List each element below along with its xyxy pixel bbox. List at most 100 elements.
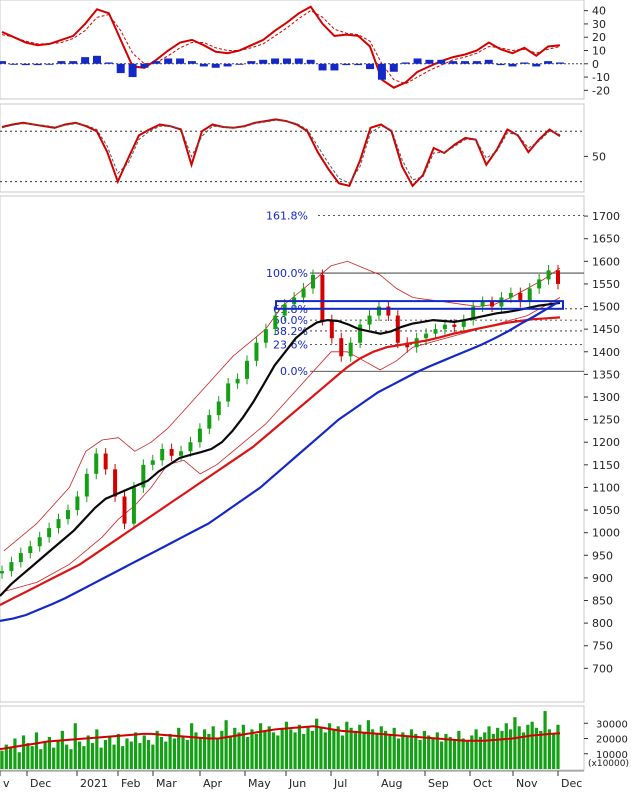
- macd-histogram-bar: [461, 61, 470, 64]
- candle-body: [310, 274, 315, 289]
- volume-tick-label: 30000: [596, 719, 628, 730]
- macd-histogram-bar: [128, 63, 137, 78]
- volume-bar: [21, 735, 26, 769]
- candle-body: [348, 342, 353, 357]
- macd-histogram-bar: [294, 58, 303, 64]
- macd-histogram-bar: [532, 63, 541, 67]
- macd-histogram-bar: [140, 63, 149, 68]
- volume-bar: [26, 743, 30, 769]
- volume-bar: [52, 747, 56, 769]
- bollinger-lower-band: [3, 297, 561, 592]
- volume-bar: [116, 733, 120, 769]
- candle-body: [37, 537, 42, 547]
- candle-body: [490, 302, 495, 307]
- volume-bar: [4, 744, 8, 769]
- price-tick-label: 950: [592, 549, 613, 562]
- candle-body: [113, 469, 118, 497]
- volume-bar: [233, 727, 237, 769]
- volume-bar: [259, 723, 263, 769]
- macd-histogram-bar: [104, 62, 113, 64]
- volume-bar: [164, 741, 168, 769]
- volume-bar: [65, 744, 69, 769]
- candle-body: [461, 320, 466, 327]
- price-tick-label: 1300: [592, 391, 620, 404]
- volume-bar: [168, 733, 172, 769]
- macd-histogram-bar: [449, 61, 458, 64]
- candle-body: [376, 306, 381, 316]
- volume-bar: [82, 746, 86, 769]
- x-tick-label: Dec: [30, 777, 51, 789]
- volume-bar: [108, 736, 112, 769]
- volume-bar: [181, 735, 185, 769]
- volume-bar: [332, 729, 336, 769]
- volume-bar: [461, 738, 465, 769]
- macd-histogram-bar: [187, 61, 196, 64]
- volume-bar: [457, 730, 461, 769]
- price-tick-label: 1400: [592, 346, 620, 359]
- volume-bar: [121, 746, 125, 769]
- candle-body: [508, 292, 513, 298]
- macd-histogram-bar: [484, 59, 493, 64]
- volume-bar: [198, 736, 202, 769]
- price-tick-label: 900: [592, 572, 613, 585]
- volume-bar: [435, 732, 439, 769]
- price-tick-label: 1500: [592, 301, 620, 314]
- volume-bar: [422, 730, 426, 769]
- macd-histogram-bar: [425, 59, 434, 64]
- volume-bar: [409, 729, 414, 769]
- candle-body: [28, 546, 33, 554]
- candle-body: [254, 342, 259, 361]
- x-tick-label: Jul: [333, 777, 347, 789]
- volume-bar: [319, 727, 323, 769]
- macd-histogram-bar: [496, 63, 505, 66]
- candle-body: [235, 378, 240, 384]
- oscillator-layer: [0, 118, 584, 188]
- macd-histogram-bar: [33, 63, 42, 66]
- candle-body: [207, 415, 212, 429]
- macd-histogram-bar: [437, 59, 446, 64]
- volume-bar: [478, 736, 483, 769]
- oscillator-tick-label: 50: [592, 150, 606, 163]
- volume-bar: [552, 733, 556, 769]
- candle-body: [263, 329, 268, 343]
- candle-body: [329, 320, 334, 339]
- volume-bar: [401, 732, 405, 769]
- volume-bar: [254, 733, 258, 769]
- macd-histogram-bar: [389, 63, 398, 72]
- volume-bar: [340, 735, 345, 769]
- candle-body: [65, 510, 70, 520]
- volume-bar: [427, 735, 431, 769]
- macd-layer: [0, 5, 584, 89]
- macd-histogram-bar: [211, 63, 220, 68]
- volume-bar: [215, 738, 220, 769]
- macd-signal-line: [1, 10, 561, 85]
- price-tick-label: 750: [592, 640, 613, 653]
- x-tick-label: 2021: [80, 777, 108, 789]
- price-tick-label: 1100: [592, 481, 620, 494]
- price-tick-label: 1600: [592, 255, 620, 268]
- resistance-zone-box: [275, 300, 564, 310]
- volume-bar: [526, 724, 530, 769]
- candle-body: [358, 324, 363, 343]
- volume-bar: [375, 733, 379, 769]
- candle-body: [537, 279, 542, 289]
- volume-bar: [263, 730, 267, 769]
- candle-body: [141, 464, 146, 488]
- volume-bar: [470, 735, 474, 769]
- macd-histogram-bar: [69, 61, 78, 64]
- macd-histogram-bar: [354, 63, 363, 66]
- macd-histogram-bar: [199, 63, 208, 67]
- volume-bar: [547, 729, 551, 769]
- candle-body: [339, 338, 344, 357]
- macd-histogram-bar: [306, 59, 315, 64]
- x-tick-label: Nov: [516, 777, 538, 789]
- volume-bar: [448, 736, 452, 769]
- volume-bar: [134, 732, 138, 769]
- candle-body: [47, 528, 52, 538]
- x-tick-label: May: [248, 777, 271, 789]
- macd-histogram-bar: [377, 63, 386, 80]
- macd-histogram-bar: [508, 63, 517, 67]
- macd-histogram-bar: [366, 63, 375, 70]
- candle-body: [433, 329, 438, 334]
- volume-bar: [276, 735, 280, 769]
